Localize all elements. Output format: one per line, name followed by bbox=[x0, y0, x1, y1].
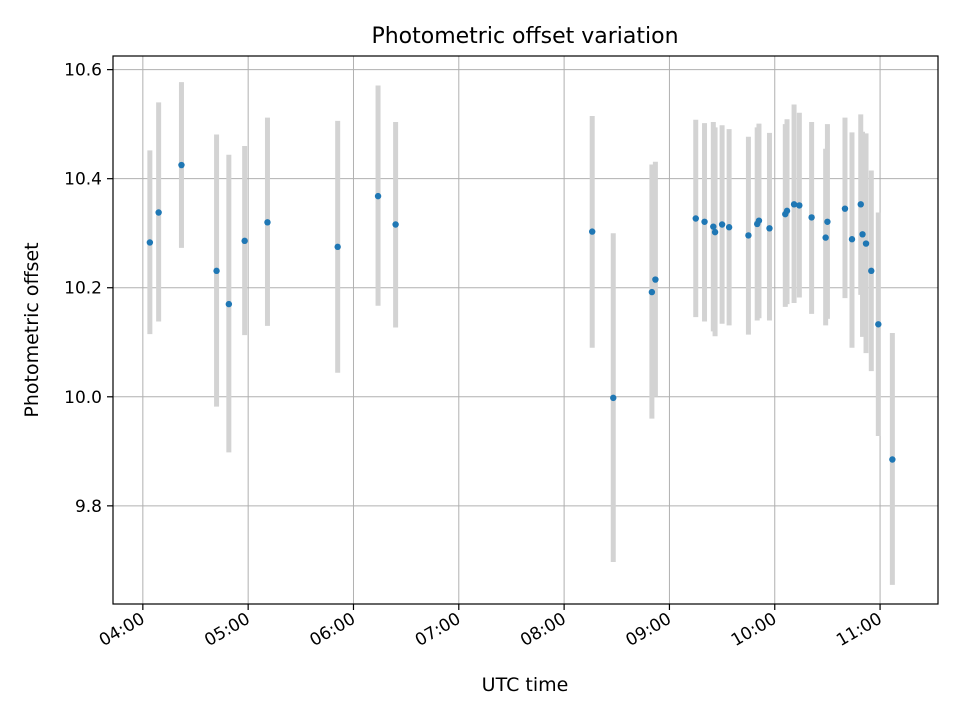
data-point-15 bbox=[701, 218, 708, 225]
data-point-9 bbox=[392, 221, 399, 228]
data-point-3 bbox=[213, 267, 220, 275]
data-point-8 bbox=[374, 192, 382, 200]
y-tick-label-3: 10.4 bbox=[64, 170, 102, 190]
data-point-13 bbox=[652, 276, 659, 283]
data-point-5 bbox=[241, 237, 248, 245]
data-point-0 bbox=[146, 239, 154, 246]
x-axis-label: UTC time bbox=[482, 674, 569, 696]
x-tick-label-2: 06:00 bbox=[307, 609, 359, 651]
data-point-36 bbox=[868, 267, 875, 275]
x-tick-label-7: 11:00 bbox=[833, 609, 885, 651]
data-point-22 bbox=[755, 217, 763, 224]
data-point-25 bbox=[783, 207, 791, 215]
x-tick-label-4: 08:00 bbox=[517, 609, 569, 651]
x-tick-label-0: 04:00 bbox=[96, 609, 148, 651]
data-point-27 bbox=[796, 202, 803, 209]
data-point-1 bbox=[155, 209, 162, 216]
data-point-29 bbox=[822, 234, 829, 241]
data-point-7 bbox=[334, 243, 341, 251]
chart-title: Photometric offset variation bbox=[371, 24, 678, 49]
data-point-17 bbox=[711, 228, 719, 236]
data-point-34 bbox=[859, 231, 866, 238]
data-point-31 bbox=[841, 205, 849, 212]
data-point-10 bbox=[589, 228, 596, 235]
data-point-18 bbox=[718, 221, 726, 228]
data-point-6 bbox=[264, 219, 271, 226]
data-point-23 bbox=[766, 225, 773, 232]
axis-ticks: 04:00 05:00 06:00 07:00 08:00 09:00 10:00 11:00… bbox=[64, 61, 885, 651]
data-point-14 bbox=[692, 215, 699, 222]
data-point-28 bbox=[808, 214, 815, 221]
data-point-16 bbox=[710, 223, 717, 230]
x-tick-label-5: 09:00 bbox=[623, 609, 675, 651]
data-point-26 bbox=[790, 201, 798, 208]
y-tick-label-0: 9.8 bbox=[75, 497, 102, 517]
plot-frame bbox=[112, 55, 939, 605]
data-point-11 bbox=[610, 394, 617, 402]
y-tick-label-4: 10.6 bbox=[64, 61, 102, 81]
data-point-4 bbox=[225, 300, 233, 308]
x-tick-label-6: 10:00 bbox=[728, 609, 780, 651]
y-axis-label: Photometric offset bbox=[21, 242, 43, 417]
data-points bbox=[146, 161, 896, 463]
x-tick-label-3: 07:00 bbox=[412, 609, 464, 651]
data-point-20 bbox=[745, 232, 752, 239]
data-point-35 bbox=[862, 240, 870, 247]
grid bbox=[113, 56, 938, 604]
data-point-37 bbox=[875, 321, 882, 328]
x-tick-label-1: 05:00 bbox=[201, 609, 253, 651]
error-bars bbox=[147, 82, 895, 585]
data-point-33 bbox=[857, 201, 864, 208]
data-point-38 bbox=[889, 456, 896, 463]
data-point-12 bbox=[648, 288, 656, 296]
y-tick-label-1: 10.0 bbox=[64, 388, 102, 408]
y-tick-label-2: 10.2 bbox=[64, 279, 102, 299]
data-point-2 bbox=[178, 161, 185, 169]
data-point-32 bbox=[848, 236, 856, 243]
data-point-19 bbox=[725, 224, 733, 231]
data-point-30 bbox=[824, 218, 831, 225]
